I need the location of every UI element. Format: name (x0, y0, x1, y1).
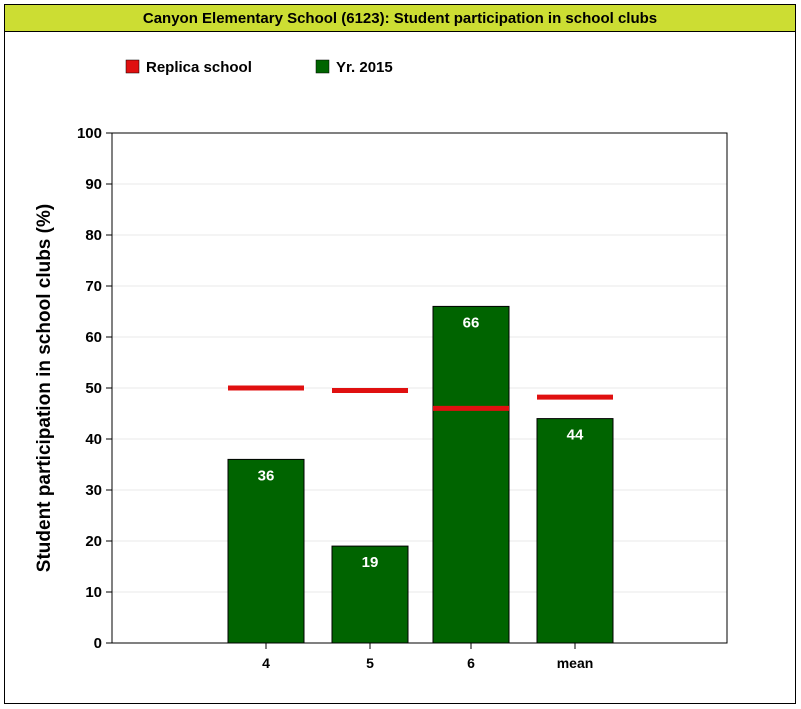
y-tick-label: 0 (94, 635, 102, 652)
legend-swatch-yr2015 (315, 59, 330, 74)
y-tick-label: 100 (77, 125, 102, 142)
y-tick-label: 80 (85, 227, 102, 244)
y-tick-label: 20 (85, 533, 102, 550)
bar-value-label: 19 (362, 554, 379, 571)
x-tick-label: 5 (366, 655, 374, 671)
y-tick-label: 30 (85, 482, 102, 499)
y-tick-label: 40 (85, 431, 102, 448)
bar (432, 305, 510, 644)
y-tick-label: 10 (85, 584, 102, 601)
bars: 36 19 66 44 (227, 305, 614, 644)
legend: Replica school Yr. 2015 (125, 59, 393, 76)
x-axis-ticks: 4 5 6 mean (262, 643, 593, 671)
y-tick-label: 50 (85, 380, 102, 397)
grid-lines (112, 183, 727, 593)
bar-value-label: 36 (258, 467, 275, 484)
bar (227, 458, 305, 644)
bar-value-label: 44 (567, 427, 584, 444)
y-axis-ticks: 0 10 20 30 40 50 60 70 80 90 100 (77, 125, 112, 652)
y-tick-label: 90 (85, 176, 102, 193)
bar-value-label: 66 (463, 314, 480, 331)
y-tick-label: 60 (85, 329, 102, 346)
legend-label-yr2015: Yr. 2015 (336, 59, 393, 76)
chart-title: Canyon Elementary School (6123): Student… (5, 5, 795, 32)
x-tick-label: 6 (467, 655, 475, 671)
replica-markers (228, 385, 613, 411)
bar (536, 418, 614, 644)
legend-label-replica: Replica school (146, 59, 252, 76)
x-tick-label: mean (557, 655, 594, 671)
bar (331, 545, 409, 644)
x-tick-label: 4 (262, 655, 270, 671)
y-axis-title: Student participation in school clubs (%… (34, 204, 55, 572)
y-tick-label: 70 (85, 278, 102, 295)
legend-swatch-replica (125, 59, 140, 74)
